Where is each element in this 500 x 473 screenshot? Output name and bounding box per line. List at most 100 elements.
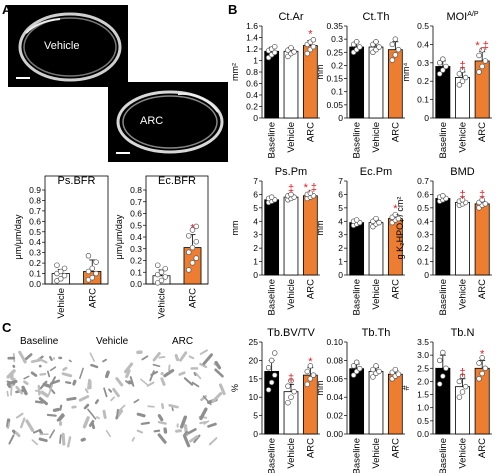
data-point — [462, 383, 469, 390]
y-axis-label: # — [401, 385, 411, 390]
x-tick-label: ARC — [390, 122, 401, 142]
trabecular-strut — [65, 381, 72, 385]
trabecular-strut — [168, 404, 179, 409]
data-point — [440, 67, 446, 73]
significance-marker: ‡ — [288, 183, 294, 195]
trabecular-strut — [61, 432, 66, 446]
y-tick-label: 0.2 — [417, 76, 429, 86]
y-tick-label: 0 — [424, 270, 429, 280]
chart-title: Ps.BFR — [58, 175, 96, 187]
y-tick-label: 0.3 — [29, 248, 41, 258]
trabecular-strut — [202, 353, 213, 366]
chart-title: Ec.Pm — [360, 166, 392, 178]
data-point — [54, 262, 60, 268]
data-point — [479, 355, 485, 361]
trabecular-strut — [102, 358, 107, 363]
trabecular-strut — [34, 400, 44, 404]
trabecular-strut — [183, 435, 191, 448]
y-tick-label: 0.25 — [326, 47, 343, 57]
data-point — [57, 268, 64, 275]
x-tick-label: Baseline — [352, 438, 363, 473]
trabecular-strut — [193, 434, 201, 444]
data-point — [436, 60, 443, 66]
trabecular-strut — [102, 409, 107, 420]
data-point — [376, 44, 382, 50]
y-tick-label: 0.6 — [130, 209, 142, 219]
x-tick-label: Baseline — [438, 279, 449, 315]
trabecular-strut — [161, 403, 165, 410]
trabecular-strut — [179, 415, 188, 429]
y-tick-label: 1.2 — [246, 44, 258, 54]
data-point — [158, 269, 165, 276]
y-tick-label: 1 — [253, 257, 258, 267]
trabecular-strut — [140, 421, 150, 426]
significance-marker: ‡ — [459, 60, 465, 72]
chart-title: Ct.Th — [363, 11, 390, 23]
data-point — [271, 49, 278, 56]
y-tick-label: 0.3 — [130, 244, 142, 254]
trabecular-strut — [42, 382, 53, 389]
data-point — [93, 270, 99, 277]
trabecular-strut — [82, 416, 90, 429]
y-tick-label: 0.9 — [29, 185, 41, 195]
trabecular-strut — [174, 354, 180, 362]
data-point — [436, 381, 443, 387]
y-tick-label: 0.4 — [130, 232, 142, 242]
data-point — [288, 191, 294, 198]
x-tick-label: ARC — [305, 279, 316, 299]
data-point — [456, 378, 463, 385]
y-tick-label: 0.4 — [417, 39, 429, 49]
y-tick-label: 0.1 — [417, 95, 429, 105]
y-tick-label: 5 — [253, 411, 258, 421]
data-point — [356, 44, 363, 50]
data-point — [373, 39, 379, 45]
trabecular-strut — [15, 412, 24, 419]
trabecular-strut — [94, 399, 100, 405]
y-tick-label: 0.3 — [417, 230, 429, 240]
y-tick-label: 0.05 — [326, 100, 343, 110]
trabecular-strut — [30, 371, 38, 377]
data-point — [440, 349, 446, 356]
microct-image-vehicle: Vehicle — [8, 5, 128, 87]
y-tick-label: 2.5 — [417, 363, 429, 373]
trabecular-strut — [188, 355, 195, 360]
significance-marker: * — [480, 348, 485, 360]
y-tick-label: 0.2 — [417, 243, 429, 253]
x-tick-label: Vehicle — [286, 279, 297, 310]
y-tick-label: 5 — [338, 203, 343, 213]
data-point — [482, 365, 489, 372]
trabecular-strut — [183, 377, 194, 386]
y-tick-label: 6 — [253, 189, 258, 199]
x-tick-label: ARC — [305, 122, 316, 142]
trabecular-strut — [23, 375, 30, 380]
trabecular-strut — [146, 381, 155, 387]
trabecular-strut — [199, 362, 208, 369]
data-point — [395, 215, 402, 222]
trabecular-strut — [59, 434, 62, 444]
trabecular-strut — [129, 376, 135, 387]
trabecular-strut — [127, 380, 134, 385]
data-point — [93, 259, 99, 265]
trabecular-strut — [49, 429, 56, 439]
trabecular-strut — [62, 366, 68, 372]
y-tick-label: 1.5 — [417, 390, 429, 400]
chart-title: Tb.N — [451, 327, 475, 339]
trabecular-strut — [89, 352, 95, 362]
y-tick-label: 1 — [253, 56, 258, 66]
chart-title: BMD — [450, 166, 475, 178]
trabecular-strut — [157, 414, 164, 422]
y-tick-label: 0.6 — [417, 189, 429, 199]
data-point — [459, 78, 466, 84]
chart-title: Ct.Ar — [278, 11, 303, 23]
significance-marker: ‡ — [479, 189, 485, 201]
y-tick-label: 0.3 — [331, 34, 343, 44]
y-tick-label: 2 — [253, 243, 258, 253]
data-point — [373, 363, 379, 369]
trabecular-strut — [49, 366, 57, 372]
trabecular-strut — [91, 422, 96, 430]
data-point — [436, 71, 443, 77]
